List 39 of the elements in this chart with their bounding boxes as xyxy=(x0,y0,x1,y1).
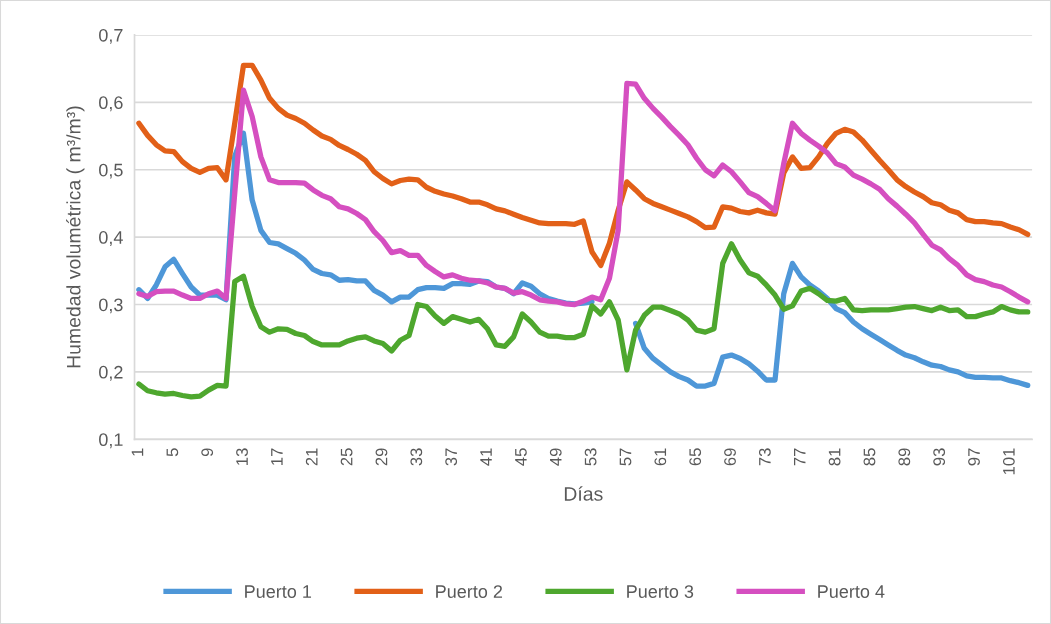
x-tick-label: 21 xyxy=(305,448,318,466)
x-tick-label: 61 xyxy=(654,448,667,466)
legend-label: Puerto 2 xyxy=(436,585,503,598)
x-tick-label: 29 xyxy=(375,448,388,466)
x-tick-label: 69 xyxy=(724,448,736,466)
y-tick-label: 0,7 xyxy=(99,28,123,44)
y-tick-label: 0,5 xyxy=(99,163,123,179)
x-tick-label: 77 xyxy=(794,448,806,466)
y-axis-title: Humedad volumétrica ( m³/m³) xyxy=(66,106,85,368)
x-tick-label: 17 xyxy=(271,448,283,465)
x-tick-label: 53 xyxy=(584,448,597,466)
y-tick-label: 0,1 xyxy=(99,433,123,449)
legend-label: Puerto 1 xyxy=(245,585,312,598)
x-tick-label: 93 xyxy=(933,448,946,466)
x-tick-label: 45 xyxy=(515,448,527,466)
x-tick-label: 49 xyxy=(549,448,562,466)
y-tick-label: 0,2 xyxy=(99,365,123,381)
x-tick-label: 81 xyxy=(828,448,841,466)
x-tick-label: 33 xyxy=(410,448,423,466)
x-tick-label: 73 xyxy=(758,448,771,466)
x-tick-label: 1 xyxy=(131,448,144,456)
x-tick-label: 41 xyxy=(480,448,492,466)
x-tick-label: 65 xyxy=(689,448,702,466)
x-tick-label: 37 xyxy=(445,448,458,466)
legend-label: Puerto 3 xyxy=(627,585,694,598)
x-tick-label: 25 xyxy=(340,448,353,466)
y-tick-label: 0,4 xyxy=(99,231,123,246)
x-tick-label: 5 xyxy=(166,448,179,457)
legend-label: Puerto 4 xyxy=(818,585,885,598)
x-tick-label: 97 xyxy=(968,448,980,466)
x-tick-label: 9 xyxy=(201,448,214,457)
x-tick-label: 89 xyxy=(898,448,911,466)
y-tick-label: 0,3 xyxy=(99,298,123,314)
x-axis-title: Días xyxy=(564,486,603,501)
y-tick-label: 0,6 xyxy=(99,96,123,112)
x-tick-label: 85 xyxy=(863,448,876,466)
x-tick-label: 13 xyxy=(236,448,248,465)
x-tick-label: 101 xyxy=(1002,448,1015,475)
x-tick-label: 57 xyxy=(619,448,632,466)
